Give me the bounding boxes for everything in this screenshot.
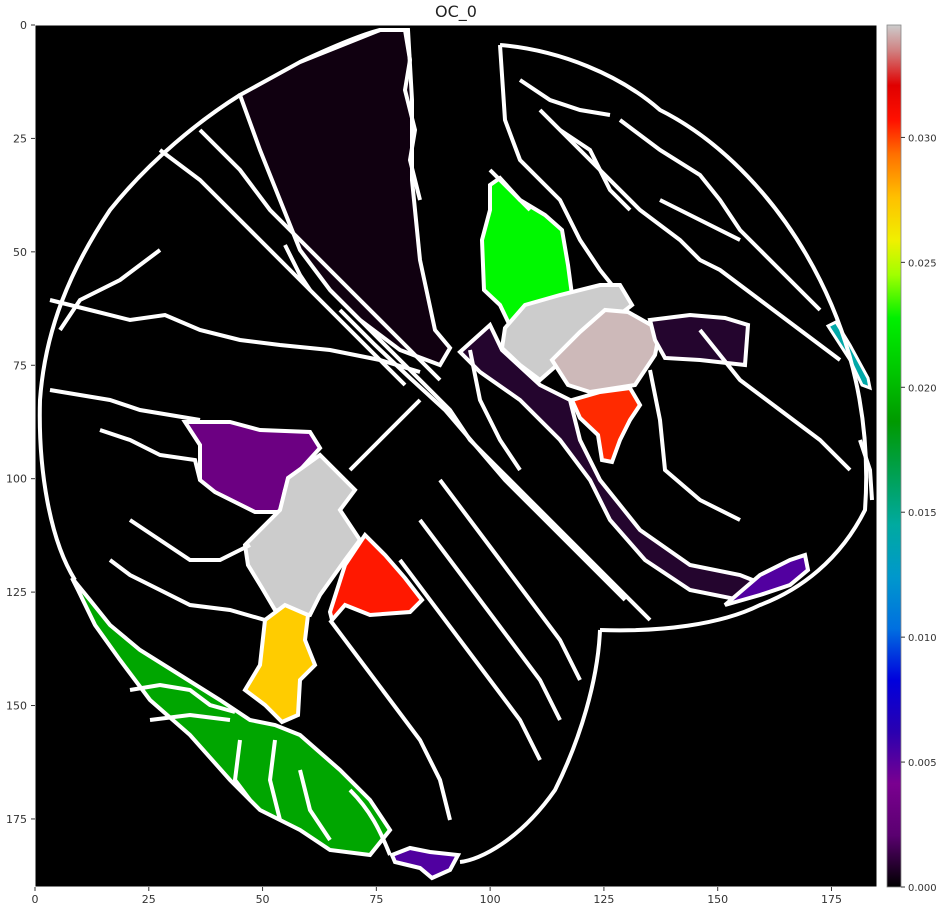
colorbar-tick-label: 0.010 <box>908 633 937 644</box>
colorbar-tick-label: 0.025 <box>908 258 937 269</box>
region-outlines <box>37 28 874 864</box>
y-axis-ticks: 0 25 50 75 100 125 150 175 <box>6 19 35 826</box>
y-tick-label: 50 <box>13 246 27 259</box>
x-axis-ticks: 0 25 50 75 100 125 150 175 <box>32 887 842 906</box>
y-tick-label: 125 <box>6 586 27 599</box>
y-tick-label: 0 <box>20 19 27 32</box>
y-tick-label: 25 <box>13 132 27 145</box>
colorbar-tick-label: 0.020 <box>908 383 937 394</box>
x-tick-label: 0 <box>32 893 39 906</box>
x-tick-label: 175 <box>821 893 842 906</box>
region-purple-strip <box>457 321 764 603</box>
x-tick-label: 100 <box>480 893 501 906</box>
region-grey-center <box>242 452 363 618</box>
x-tick-label: 50 <box>256 893 270 906</box>
colorbar-tick-label: 0.005 <box>908 758 937 769</box>
colorbar-tick-label: 0.000 <box>908 883 937 894</box>
region-red-center <box>327 531 425 625</box>
x-tick-label: 125 <box>593 893 614 906</box>
chart-title: OC_0 <box>435 2 477 21</box>
y-tick-label: 175 <box>6 813 27 826</box>
region-violet-bottom <box>389 845 462 881</box>
colorbar-tick-label: 0.015 <box>908 508 937 519</box>
colorbar-tick-label: 0.030 <box>908 133 937 144</box>
plot-frame <box>34 24 878 888</box>
x-tick-label: 150 <box>707 893 728 906</box>
y-tick-label: 75 <box>13 359 27 372</box>
colorbar-ticks: 0.000 0.005 0.010 0.015 0.020 0.025 0.030 <box>901 133 937 894</box>
heatmap-regions <box>37 28 874 881</box>
x-tick-label: 25 <box>142 893 156 906</box>
region-violet-lower-right <box>723 552 811 607</box>
region-purple-right <box>647 312 751 368</box>
x-tick-label: 75 <box>369 893 383 906</box>
y-tick-label: 150 <box>6 700 27 713</box>
region-red-upper <box>569 385 643 465</box>
y-tick-label: 100 <box>6 473 27 486</box>
region-yellow <box>242 602 318 725</box>
colorbar <box>886 24 902 888</box>
